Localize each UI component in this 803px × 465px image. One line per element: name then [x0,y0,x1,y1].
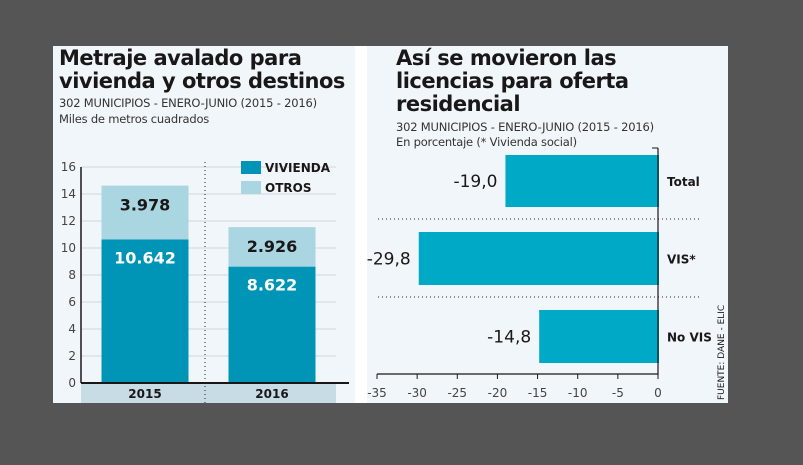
left-subtitle: 302 MUNICIPIOS - ENERO-JUNIO (2015 - 201… [59,96,317,110]
value-label-otros-2015: 3.978 [120,196,171,215]
value-label-vivienda-2016: 8.622 [247,276,298,295]
legend-swatch-vivienda [241,161,261,174]
right-title-line-3: residencial [396,92,521,116]
x-tick-label: -25 [447,386,467,400]
x-category-label-2016: 2016 [255,387,288,401]
bar-otros-2015 [101,185,189,240]
bar-total [505,155,659,207]
x-tick-label: -20 [488,386,508,400]
bar-vivienda-2016 [228,266,316,383]
x-category-label-2015: 2015 [128,387,161,401]
bar-vivienda-2015 [101,239,189,383]
right-unit: En porcentaje (* Vivienda social) [396,135,577,149]
legend-label-otros: OTROS [265,181,311,195]
y-tick-label: 14 [61,187,76,201]
x-tick-label: -5 [612,386,624,400]
y-tick-label: 16 [61,160,76,174]
left-unit: Miles de metros cuadrados [59,112,210,126]
value-label-otros-2016: 2.926 [247,237,298,256]
y-tick-label: 12 [61,214,76,228]
value-label: -29,8 [367,250,411,270]
bar-otros-2016 [228,227,316,267]
category-label: No VIS [667,331,712,345]
x-tick-label: -35 [367,386,387,400]
x-tick-label: -30 [407,386,427,400]
value-label: -19,0 [453,172,497,192]
category-label: Total [667,175,700,189]
left-title-line-2: vivienda y otros destinos [59,69,345,93]
y-tick-label: 8 [68,268,76,282]
x-category-band [81,383,336,403]
x-tick-label: 0 [654,386,662,400]
bar-vis- [418,232,659,285]
right-subtitle: 302 MUNICIPIOS - ENERO-JUNIO (2015 - 201… [396,120,654,134]
legend-label-vivienda: VIVIENDA [265,161,331,175]
right-title-line-1: Así se movieron las [396,46,617,70]
panel-divider [355,46,367,403]
x-tick-label: -15 [528,386,548,400]
y-tick-label: 0 [68,376,76,390]
bar-no-vis [539,310,659,363]
legend-swatch-otros [241,181,261,194]
y-tick-label: 6 [68,295,76,309]
left-title-line-1: Metraje avalado para [59,46,302,70]
y-tick-label: 10 [61,241,76,255]
x-tick-label: -10 [568,386,588,400]
source-label: FUENTE: DANE - ELIC [717,305,727,400]
right-title-line-2: licencias para oferta [396,69,629,93]
value-label-vivienda-2015: 10.642 [114,248,176,267]
y-tick-label: 4 [68,322,76,336]
value-label: -14,8 [487,328,531,348]
y-tick-label: 2 [68,349,76,363]
category-label: VIS* [667,253,696,267]
